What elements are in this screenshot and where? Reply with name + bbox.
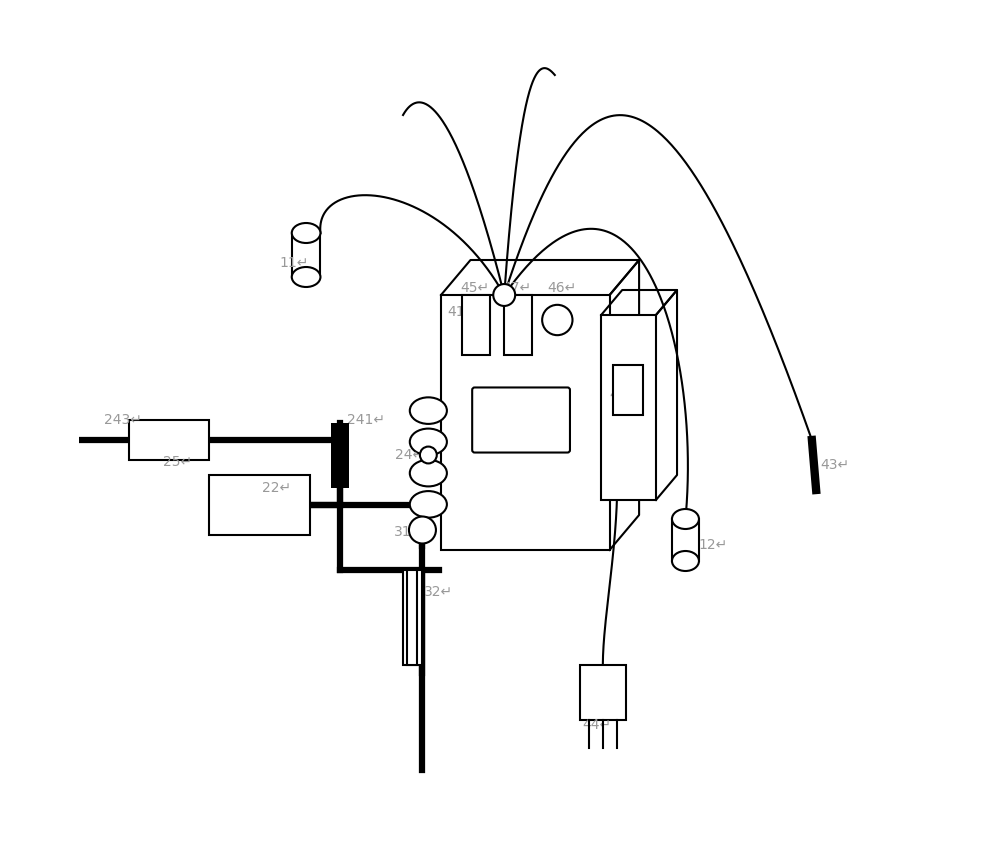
Ellipse shape (410, 459, 447, 486)
Text: 41↵: 41↵ (447, 305, 476, 319)
Circle shape (542, 305, 572, 336)
Ellipse shape (672, 509, 699, 529)
Text: 12↵: 12↵ (698, 538, 727, 552)
Ellipse shape (672, 551, 699, 571)
Text: 46↵: 46↵ (547, 281, 576, 295)
Text: 32↵: 32↵ (424, 585, 453, 599)
Ellipse shape (292, 223, 320, 243)
FancyBboxPatch shape (504, 295, 532, 355)
Ellipse shape (410, 397, 447, 424)
FancyBboxPatch shape (462, 295, 490, 355)
Text: 25↵: 25↵ (163, 455, 192, 469)
Text: 22↵: 22↵ (262, 481, 291, 495)
Text: 47↵: 47↵ (503, 281, 532, 295)
FancyBboxPatch shape (601, 315, 656, 500)
Ellipse shape (292, 267, 320, 287)
Text: 43↵: 43↵ (820, 458, 849, 472)
Text: 44↵: 44↵ (583, 718, 612, 732)
Text: 241↵: 241↵ (347, 413, 385, 427)
Circle shape (493, 284, 515, 306)
Text: 243↵: 243↵ (104, 413, 142, 427)
Text: 31↵: 31↵ (394, 525, 423, 539)
FancyBboxPatch shape (613, 365, 643, 415)
FancyBboxPatch shape (403, 570, 422, 665)
FancyBboxPatch shape (580, 665, 626, 720)
Text: 11↵: 11↵ (279, 256, 309, 270)
Text: 45↵: 45↵ (460, 281, 490, 295)
FancyBboxPatch shape (407, 570, 417, 665)
FancyBboxPatch shape (331, 423, 349, 488)
FancyBboxPatch shape (472, 388, 570, 453)
Text: 24↵: 24↵ (395, 448, 425, 462)
FancyBboxPatch shape (209, 475, 310, 535)
FancyBboxPatch shape (129, 420, 209, 460)
Text: 48↵: 48↵ (610, 388, 639, 402)
Circle shape (420, 447, 437, 464)
Text: 42↵: 42↵ (530, 391, 559, 405)
FancyBboxPatch shape (441, 295, 610, 550)
Circle shape (409, 517, 436, 544)
Ellipse shape (410, 428, 447, 455)
Ellipse shape (410, 491, 447, 518)
